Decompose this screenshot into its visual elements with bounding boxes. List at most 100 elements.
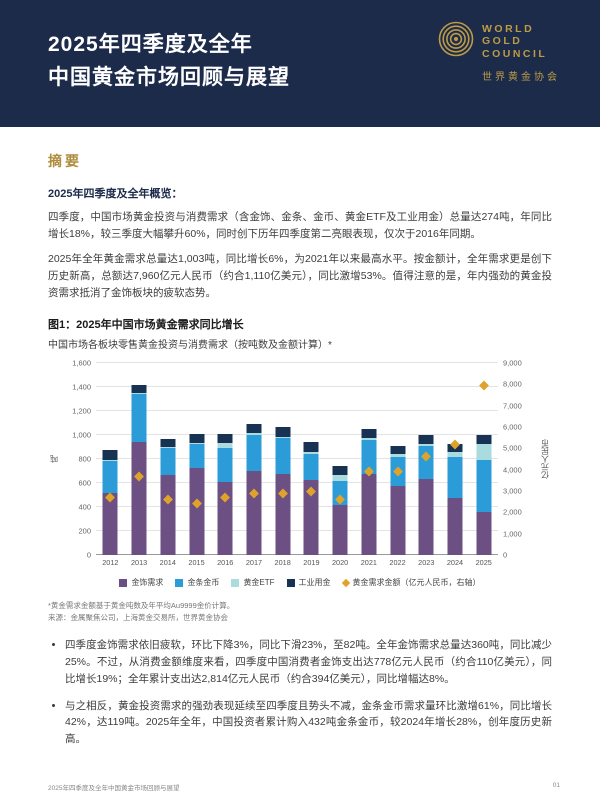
bar-segment xyxy=(189,444,205,469)
legend-color-chip xyxy=(119,578,128,587)
right-axis-tick-label: 5,000 xyxy=(503,443,522,453)
right-axis-tick-label: 2,000 xyxy=(503,507,522,517)
chart-legend: 金饰需求 金条金币 黄金ETF 工业用金 黄金需求金额（亿元人民币，右轴） xyxy=(48,577,552,588)
bar-group-2022 xyxy=(383,363,412,555)
bar-segment xyxy=(246,424,262,434)
left-axis-tick-label: 800 xyxy=(78,454,91,464)
stacked-bar xyxy=(361,429,377,555)
report-title: 2025年四季度及全年 中国黄金市场回顾与展望 xyxy=(48,28,290,94)
bar-segment xyxy=(160,474,176,555)
bar-group-2021 xyxy=(354,363,383,555)
x-axis-tick-label: 2015 xyxy=(188,558,205,567)
left-axis-tick-label: 1,400 xyxy=(72,382,91,392)
right-axis-title: 亿元人民币 xyxy=(540,439,550,479)
right-axis-labels: 0 1,000 2,000 3,000 4,000 5,000 6,000 7,000 8,00… xyxy=(498,359,538,560)
legend-item: 金条金币 xyxy=(175,577,219,588)
x-axis-tick-label: 2023 xyxy=(418,558,435,567)
bar-segment xyxy=(102,492,118,555)
bar-segment xyxy=(476,511,492,555)
stacked-bar xyxy=(390,445,406,555)
key-points-list: 四季度金饰需求依旧疲软，环比下降3%，同比下滑23%，至82吨。全年金饰需求总量… xyxy=(48,637,552,748)
bar-group-2023 xyxy=(412,363,441,555)
bar-segment xyxy=(189,442,205,445)
bar-segment xyxy=(131,442,147,555)
x-axis-tick-label: 2025 xyxy=(475,558,492,567)
right-axis-tick-label: 8,000 xyxy=(503,379,522,389)
bar-segment xyxy=(390,454,406,458)
wgc-logo-wordmark: WORLD GOLD COUNCIL xyxy=(482,23,547,61)
chart-title: 图1：2025年中国市场黄金需求同比增长 xyxy=(48,319,244,331)
x-axis-tick-label: 2017 xyxy=(245,558,263,567)
stacked-bar xyxy=(189,433,205,555)
stacked-bar xyxy=(102,449,118,555)
wgc-logo-word-2: GOLD xyxy=(482,35,523,48)
legend-diamond-chip xyxy=(341,578,350,587)
value-diamond-marker xyxy=(478,380,489,391)
stacked-bar xyxy=(303,442,319,555)
bar-segment xyxy=(217,434,233,444)
plot xyxy=(96,362,498,555)
bar-series xyxy=(96,363,498,555)
bar-segment xyxy=(332,505,348,555)
summary-paragraph-2: 2025年全年黄金需求总量达1,003吨，同比增长6%，为2021年以来最高水平… xyxy=(48,253,552,299)
legend-color-chip xyxy=(231,578,240,587)
chart-footnote: *黄金需求金额基于黄金吨数及年平均Au9999金价计算。 xyxy=(48,601,235,610)
wgc-rings-icon xyxy=(437,20,475,63)
bar-group-2018 xyxy=(268,363,297,555)
stacked-bar xyxy=(332,466,348,555)
overview-title: 2025年四季度及全年概览： xyxy=(48,188,183,200)
gridline xyxy=(96,458,498,459)
left-axis-tick-label: 600 xyxy=(78,478,91,488)
bar-segment xyxy=(447,451,463,458)
right-axis-tick-label: 7,000 xyxy=(503,401,522,411)
legend-item: 黄金ETF xyxy=(231,577,275,588)
bar-segment xyxy=(131,393,147,443)
bar-segment xyxy=(361,429,377,439)
chart-subtitle: 中国市场各板块零售黄金投资与消费需求（按吨数及金额计算）* xyxy=(48,340,332,351)
gridline xyxy=(96,434,498,435)
bar-segment xyxy=(418,479,434,555)
bar-segment xyxy=(217,481,233,555)
bar-segment xyxy=(361,439,377,474)
right-axis-tick-label: 4,000 xyxy=(503,465,522,475)
bar-segment xyxy=(303,479,319,555)
bar-segment xyxy=(160,446,176,448)
bar-segment xyxy=(303,451,319,455)
bar-segment xyxy=(361,474,377,555)
wgc-logo-chinese-name: 世界黄金协会 xyxy=(482,72,560,83)
bar-segment xyxy=(447,457,463,498)
left-axis-tick-label: 200 xyxy=(78,526,91,536)
left-axis-tick-label: 1,600 xyxy=(72,358,91,368)
wgc-logo-word-3: COUNCIL xyxy=(482,47,548,60)
footer-report-title: 2025年四季度及全年中国黄金市场回顾与展望 xyxy=(48,785,180,792)
stacked-bar xyxy=(447,443,463,555)
gridline xyxy=(96,410,498,411)
legend-item: 金饰需求 xyxy=(119,577,163,588)
bar-group-2025 xyxy=(469,363,498,555)
bar-group-2014 xyxy=(153,363,182,555)
bar-segment xyxy=(246,471,262,555)
x-axis-tick-label: 2019 xyxy=(303,558,320,567)
x-axis-tick-label: 2012 xyxy=(102,558,119,567)
legend-item: 工业用金 xyxy=(286,577,331,588)
stacked-bar xyxy=(131,385,147,555)
x-axis-tick-label: 2020 xyxy=(331,558,349,567)
left-axis-title: 吨 xyxy=(49,455,59,463)
left-axis-labels: 0 200 400 600 800 1,000 1,200 1,400 1,600 xyxy=(60,359,96,560)
report-body: 摘要 2025年四季度及全年概览： 四季度，中国市场黄金投资与消费需求（含金饰、… xyxy=(0,151,600,748)
page-number: 01 xyxy=(552,782,560,789)
bar-segment xyxy=(476,443,492,460)
bar-segment xyxy=(102,460,118,461)
bar-segment xyxy=(476,459,492,512)
left-axis-tick-label: 1,000 xyxy=(72,430,91,440)
gridline xyxy=(96,386,498,387)
bar-segment xyxy=(102,460,118,493)
wgc-logo-top: WORLD GOLD COUNCIL xyxy=(437,20,560,63)
bar-group-2019 xyxy=(297,363,326,555)
bar-segment xyxy=(217,443,233,448)
bar-segment xyxy=(189,433,205,443)
gridline xyxy=(96,362,498,363)
wgc-logo: WORLD GOLD COUNCIL 世界黄金协会 xyxy=(437,20,560,83)
bar-segment xyxy=(160,447,176,475)
right-axis-tick-label: 0 xyxy=(503,550,508,560)
